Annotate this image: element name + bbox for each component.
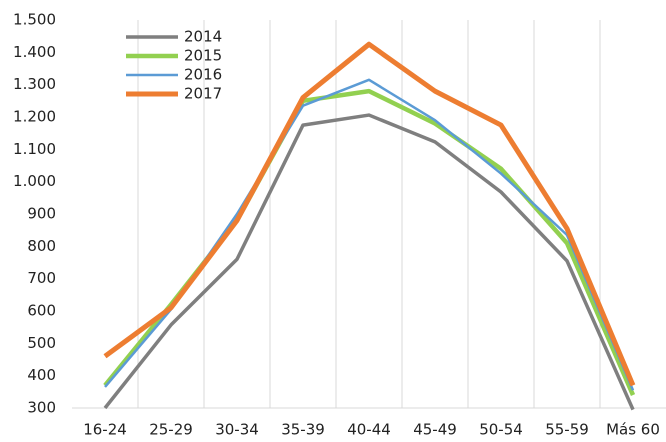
legend-label: 2014 bbox=[184, 28, 222, 46]
y-tick-label: 1.000 bbox=[13, 172, 56, 190]
y-tick-label: 1.100 bbox=[13, 140, 56, 158]
x-tick-label: Más 60 bbox=[606, 421, 660, 439]
legend-label: 2015 bbox=[184, 47, 222, 65]
x-tick-label: 45-49 bbox=[413, 421, 457, 439]
x-tick-label: 16-24 bbox=[83, 421, 127, 439]
legend-label: 2016 bbox=[184, 66, 222, 84]
y-tick-label: 1.500 bbox=[13, 11, 56, 29]
y-tick-label: 300 bbox=[27, 399, 56, 417]
series-line bbox=[103, 88, 636, 396]
legend-label: 2017 bbox=[184, 85, 222, 103]
y-tick-label: 1.400 bbox=[13, 43, 56, 61]
x-tick-label: 35-39 bbox=[281, 421, 325, 439]
y-tick-label: 600 bbox=[27, 302, 56, 320]
x-tick-label: 30-34 bbox=[215, 421, 259, 439]
y-tick-label: 900 bbox=[27, 205, 56, 223]
y-tick-label: 500 bbox=[27, 334, 56, 352]
y-tick-label: 1.300 bbox=[13, 75, 56, 93]
y-tick-label: 400 bbox=[27, 366, 56, 384]
y-tick-label: 800 bbox=[27, 237, 56, 255]
series-line bbox=[104, 78, 635, 391]
series-line bbox=[103, 41, 636, 387]
x-tick-label: 50-54 bbox=[479, 421, 523, 439]
series-line bbox=[103, 113, 635, 411]
x-tick-label: 25-29 bbox=[149, 421, 193, 439]
y-tick-label: 1.200 bbox=[13, 108, 56, 126]
x-tick-label: 40-44 bbox=[347, 421, 391, 439]
y-tick-label: 700 bbox=[27, 269, 56, 287]
x-tick-label: 55-59 bbox=[545, 421, 589, 439]
